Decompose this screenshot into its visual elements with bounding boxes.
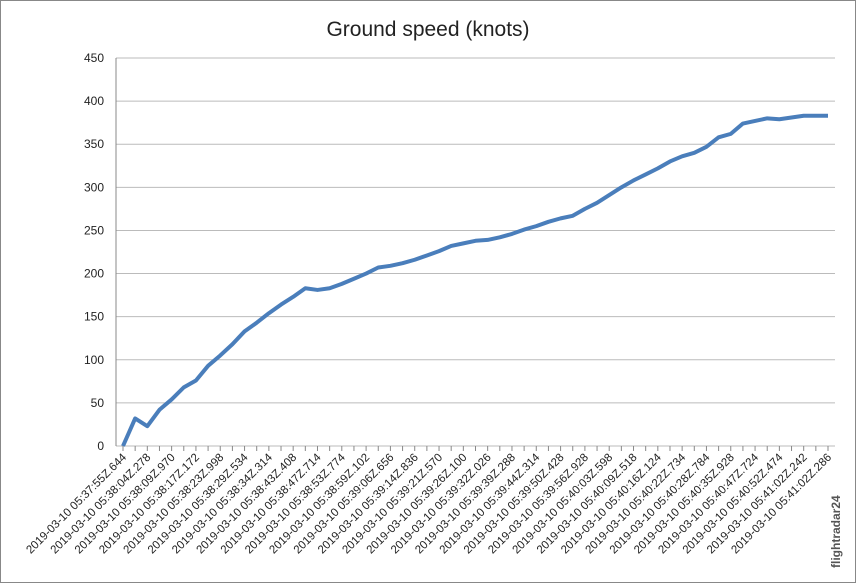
y-tick-label: 450 xyxy=(84,51,104,65)
watermark: flightradar24 xyxy=(829,495,843,568)
y-tick-label: 200 xyxy=(84,267,104,281)
y-tick-label: 350 xyxy=(84,137,104,151)
y-tick-label: 0 xyxy=(97,439,104,453)
y-tick-label: 100 xyxy=(84,353,104,367)
y-tick-label: 50 xyxy=(91,396,105,410)
y-tick-label: 400 xyxy=(84,94,104,108)
y-tick-label: 300 xyxy=(84,180,104,194)
y-tick-label: 150 xyxy=(84,310,104,324)
chart-title: Ground speed (knots) xyxy=(326,18,529,41)
line-series xyxy=(121,113,828,447)
y-tick-label: 250 xyxy=(84,223,104,237)
